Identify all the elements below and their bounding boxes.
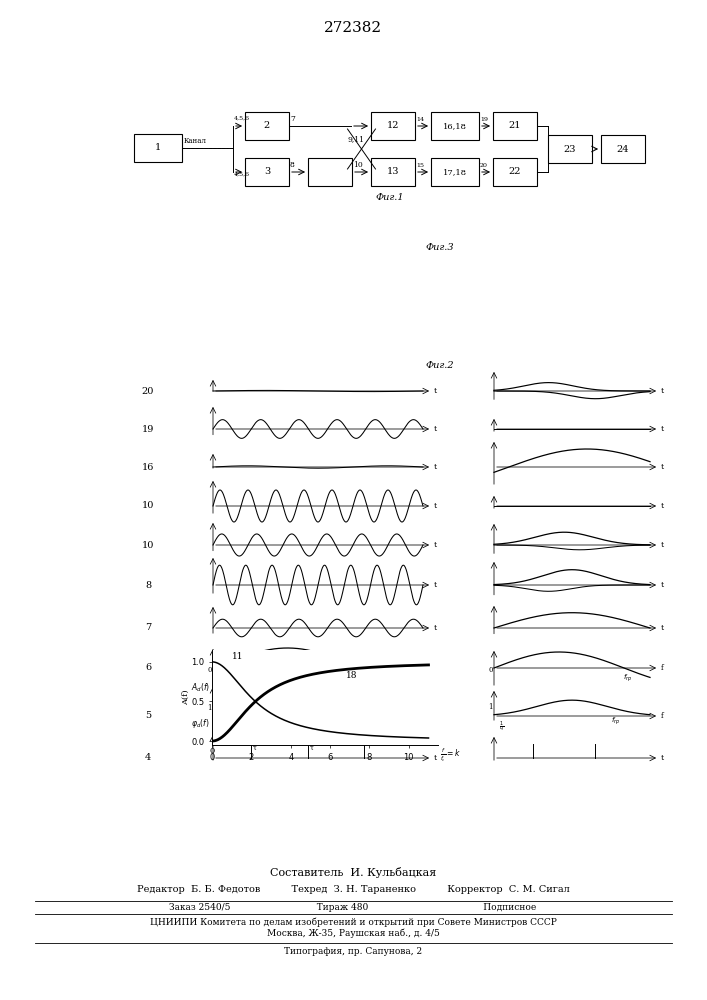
Bar — [493, 112, 537, 140]
Text: 15: 15 — [416, 163, 424, 168]
Bar — [431, 158, 479, 186]
Text: $\frac{1}{q}$: $\frac{1}{q}$ — [499, 719, 504, 734]
Text: 19: 19 — [480, 117, 488, 122]
Text: 18: 18 — [346, 671, 357, 680]
Text: Москва, Ж-35, Раушская наб., д. 4/5: Москва, Ж-35, Раушская наб., д. 4/5 — [267, 928, 440, 938]
Text: t: t — [661, 463, 664, 471]
Bar — [245, 158, 289, 186]
Text: $f_{rp}$: $f_{rp}$ — [611, 716, 620, 727]
Text: 20: 20 — [142, 386, 154, 395]
Text: t: t — [661, 387, 664, 395]
Text: t: t — [434, 502, 437, 510]
Text: ЦНИИПИ Комитета по делам изобретений и открытий при Совете Министров СССР: ЦНИИПИ Комитета по делам изобретений и о… — [150, 917, 556, 927]
Text: 10: 10 — [142, 502, 154, 510]
Text: $f_{rp}$: $f_{rp}$ — [381, 675, 390, 686]
Text: Канал: Канал — [184, 137, 207, 145]
Text: 4: 4 — [145, 754, 151, 762]
Text: $\frac{f}{f_c}=k$: $\frac{f}{f_c}=k$ — [440, 747, 462, 764]
Text: t: t — [661, 754, 664, 762]
Text: 24: 24 — [617, 144, 629, 153]
Text: $f_{rp}$: $f_{rp}$ — [370, 717, 380, 728]
Text: 0: 0 — [209, 747, 215, 755]
Text: 8: 8 — [145, 580, 151, 589]
Text: 10: 10 — [353, 161, 363, 169]
Text: t: t — [661, 624, 664, 632]
Text: 19: 19 — [142, 424, 154, 434]
Text: t: t — [661, 502, 664, 510]
Text: 8: 8 — [290, 161, 295, 169]
Text: 17,18: 17,18 — [443, 168, 467, 176]
Text: 16,18: 16,18 — [443, 122, 467, 130]
Text: f: f — [434, 712, 437, 720]
Text: 23: 23 — [563, 144, 576, 153]
Text: 16: 16 — [142, 462, 154, 472]
Text: 272382: 272382 — [324, 21, 382, 35]
Text: t: t — [434, 425, 437, 433]
Text: t: t — [434, 463, 437, 471]
Text: Фиг.3: Фиг.3 — [426, 243, 455, 252]
Text: t: t — [434, 387, 437, 395]
Text: 13: 13 — [387, 167, 399, 176]
Text: 9,11: 9,11 — [348, 135, 365, 143]
Text: Составитель  И. Кульбацкая: Составитель И. Кульбацкая — [270, 866, 436, 878]
Text: 0: 0 — [489, 666, 493, 674]
Text: f: f — [661, 664, 664, 672]
Text: 4,5,6: 4,5,6 — [234, 116, 250, 121]
Bar — [601, 135, 645, 163]
Bar — [493, 158, 537, 186]
Text: $f_{rp}$: $f_{rp}$ — [623, 673, 632, 684]
Text: 10: 10 — [142, 540, 154, 550]
Text: 14: 14 — [416, 117, 424, 122]
Text: 1: 1 — [155, 143, 161, 152]
Bar — [134, 134, 182, 162]
Text: τ: τ — [253, 744, 257, 752]
Text: t: t — [434, 541, 437, 549]
Text: 0: 0 — [207, 666, 212, 674]
Text: 2: 2 — [264, 121, 270, 130]
Text: t: t — [434, 624, 437, 632]
Text: 6: 6 — [145, 664, 151, 672]
Text: 21: 21 — [509, 121, 521, 130]
Bar — [245, 112, 289, 140]
Text: Редактор  Б. Б. Федотов          Техред  З. Н. Тараненко          Корректор  С. : Редактор Б. Б. Федотов Техред З. Н. Тара… — [136, 886, 569, 894]
Text: 7: 7 — [290, 115, 295, 123]
Text: Фиг.2: Фиг.2 — [426, 360, 455, 369]
Text: t: t — [434, 754, 437, 762]
Text: τ: τ — [310, 744, 313, 752]
Text: Фиг.1: Фиг.1 — [375, 194, 404, 202]
Text: t: t — [661, 425, 664, 433]
Bar — [371, 158, 415, 186]
Text: $\varphi_d(f)$: $\varphi_d(f)$ — [192, 718, 210, 730]
Text: t: t — [661, 581, 664, 589]
Text: t: t — [661, 541, 664, 549]
Bar — [431, 112, 479, 140]
Text: f: f — [661, 712, 664, 720]
Text: 20: 20 — [480, 163, 488, 168]
Text: 3: 3 — [264, 167, 270, 176]
Bar — [548, 135, 592, 163]
Y-axis label: A(f): A(f) — [182, 690, 190, 705]
Bar — [308, 158, 352, 186]
Text: 5: 5 — [145, 712, 151, 720]
Text: 22: 22 — [509, 167, 521, 176]
Text: 12: 12 — [387, 121, 399, 130]
Text: Типография, пр. Сапунова, 2: Типография, пр. Сапунова, 2 — [284, 948, 422, 956]
Text: 11: 11 — [232, 652, 243, 661]
Bar — [371, 112, 415, 140]
Text: f: f — [434, 664, 437, 672]
Text: 1: 1 — [489, 703, 493, 711]
Text: Заказ 2540/5                              Тираж 480                             : Заказ 2540/5 Тираж 480 — [170, 902, 537, 912]
Text: $A_d(f)$: $A_d(f)$ — [191, 682, 210, 694]
Text: 4,5,6: 4,5,6 — [234, 172, 250, 177]
Text: 1: 1 — [207, 704, 212, 712]
Text: 7: 7 — [145, 624, 151, 633]
Text: τ: τ — [288, 715, 293, 723]
Text: t: t — [434, 581, 437, 589]
